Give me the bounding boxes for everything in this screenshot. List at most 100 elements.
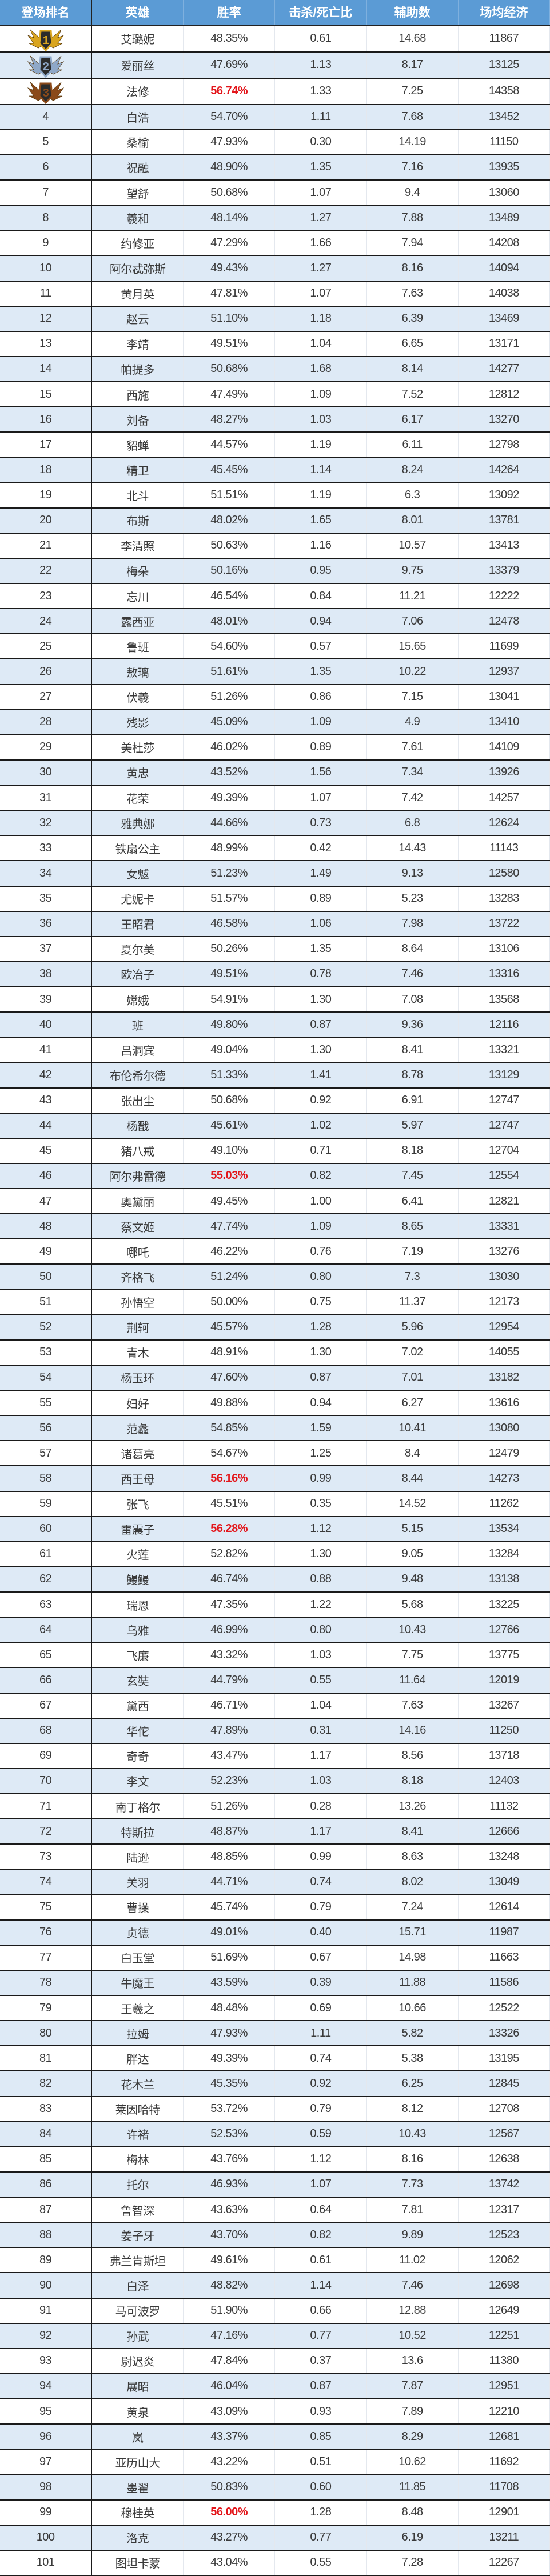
cell-gold: 12116 [458, 1012, 550, 1038]
cell-rank: 65 [0, 1642, 93, 1669]
table-row: 66 玄奘 44.79% 0.55 11.64 12019 [0, 1667, 550, 1694]
cell-gold: 13284 [458, 1541, 550, 1567]
cell-rank: 82 [0, 2071, 93, 2097]
cell-win-rate: 46.99% [183, 1617, 276, 1643]
cell-gold: 12479 [458, 1441, 550, 1467]
cell-assists: 7.19 [366, 1239, 459, 1265]
cell-gold: 12580 [458, 861, 550, 887]
cell-kda: 0.87 [274, 1012, 367, 1038]
table-header-row: 登场排名 英雄 胜率 击杀/死亡比 辅助数 场均经济 [0, 0, 550, 26]
cell-hero: 乌雅 [91, 1617, 184, 1643]
rank-medal-gold-icon: 1 [26, 26, 66, 51]
cell-hero: 尉迟炎 [91, 2348, 184, 2374]
cell-assists: 8.01 [366, 507, 459, 534]
cell-rank: 62 [0, 1566, 93, 1593]
cell-gold: 13775 [458, 1642, 550, 1669]
cell-kda: 0.37 [274, 2348, 367, 2374]
cell-hero: 张出尘 [91, 1087, 184, 1114]
cell-kda: 0.84 [274, 583, 367, 610]
cell-hero: 嫦娥 [91, 987, 184, 1013]
cell-kda: 1.19 [274, 482, 367, 509]
cell-win-rate: 47.16% [183, 2323, 276, 2349]
cell-rank: 80 [0, 2021, 93, 2047]
cell-win-rate: 50.63% [183, 533, 276, 559]
cell-hero: 祝融 [91, 154, 184, 181]
cell-rank: 13 [0, 331, 93, 357]
cell-kda: 0.87 [274, 2373, 367, 2400]
cell-win-rate: 43.22% [183, 2449, 276, 2475]
cell-win-rate: 49.39% [183, 2046, 276, 2072]
cell-assists: 8.14 [366, 356, 459, 383]
cell-assists: 9.4 [366, 180, 459, 206]
cell-win-rate: 50.16% [183, 558, 276, 585]
cell-win-rate: 47.89% [183, 1718, 276, 1744]
cell-gold: 12954 [458, 1314, 550, 1341]
cell-assists: 7.28 [366, 2550, 459, 2576]
cell-win-rate: 53.72% [183, 2096, 276, 2122]
cell-assists: 14.52 [366, 1491, 459, 1517]
cell-hero: 孙悟空 [91, 1289, 184, 1315]
cell-gold: 11250 [458, 1718, 550, 1744]
cell-assists: 7.02 [366, 1339, 459, 1366]
cell-rank: 89 [0, 2247, 93, 2274]
cell-gold: 14038 [458, 281, 550, 307]
cell-assists: 13.26 [366, 1794, 459, 1820]
cell-kda: 1.03 [274, 407, 367, 433]
cell-gold: 12681 [458, 2424, 550, 2450]
cell-win-rate: 48.14% [183, 205, 276, 231]
cell-win-rate: 45.57% [183, 1314, 276, 1341]
cell-gold: 12251 [458, 2323, 550, 2349]
cell-hero: 法修 [91, 78, 184, 105]
cell-hero: 关羽 [91, 1869, 184, 1895]
cell-hero: 陆逊 [91, 1844, 184, 1870]
table-row: 97 亚历山大 43.22% 0.51 10.62 11692 [0, 2449, 550, 2475]
table-row: 69 奇奇 43.47% 1.17 8.56 13718 [0, 1743, 550, 1769]
cell-gold: 13926 [458, 759, 550, 786]
cell-kda: 0.87 [274, 1365, 367, 1391]
cell-gold: 14109 [458, 734, 550, 761]
cell-kda: 1.07 [274, 2171, 367, 2198]
cell-win-rate: 51.90% [183, 2298, 276, 2324]
cell-gold: 13331 [458, 1214, 550, 1240]
cell-gold: 13316 [458, 961, 550, 988]
cell-kda: 0.77 [274, 2323, 367, 2349]
table-row: 77 白玉堂 51.69% 0.67 14.98 11663 [0, 1945, 550, 1971]
cell-rank: 10 [0, 255, 93, 282]
cell-hero: 精卫 [91, 457, 184, 483]
cell-hero: 孙武 [91, 2323, 184, 2349]
cell-win-rate: 47.35% [183, 1592, 276, 1618]
cell-rank: 49 [0, 1239, 93, 1265]
cell-gold: 13452 [458, 104, 550, 130]
cell-hero: 齐格飞 [91, 1264, 184, 1290]
cell-assists: 6.17 [366, 407, 459, 433]
cell-kda: 1.13 [274, 51, 367, 79]
cell-hero: 阿尔弗雷德 [91, 1163, 184, 1190]
cell-kda: 0.55 [274, 2550, 367, 2576]
cell-hero: 花木兰 [91, 2071, 184, 2097]
cell-hero: 弗兰肯斯坦 [91, 2247, 184, 2274]
cell-win-rate: 48.27% [183, 407, 276, 433]
cell-rank: 16 [0, 407, 93, 433]
cell-rank: 29 [0, 734, 93, 761]
cell-win-rate: 50.83% [183, 2474, 276, 2501]
cell-gold: 12403 [458, 1768, 550, 1795]
cell-assists: 7.81 [366, 2197, 459, 2223]
cell-assists: 8.16 [366, 255, 459, 282]
cell-rank: 99 [0, 2499, 93, 2526]
cell-kda: 0.61 [274, 2247, 367, 2274]
table-row: 28 残影 45.09% 1.09 4.9 13410 [0, 709, 550, 735]
cell-rank: 70 [0, 1768, 93, 1795]
cell-rank: 84 [0, 2121, 93, 2147]
cell-hero: 莱因哈特 [91, 2096, 184, 2122]
cell-rank: 54 [0, 1365, 93, 1391]
cell-win-rate: 45.61% [183, 1113, 276, 1139]
table-row: 48 蔡文姬 47.74% 1.09 8.65 13331 [0, 1214, 550, 1240]
cell-gold: 12649 [458, 2298, 550, 2324]
cell-kda: 0.42 [274, 835, 367, 862]
table-row: 75 曹操 45.74% 0.79 7.24 12614 [0, 1894, 550, 1921]
cell-win-rate: 49.01% [183, 1919, 276, 1946]
cell-win-rate: 43.04% [183, 2550, 276, 2576]
cell-hero: 王羲之 [91, 1995, 184, 2022]
cell-assists: 7.73 [366, 2171, 459, 2198]
table-row: 1 艾璐妮 48.35% 0.61 14.68 11867 [0, 25, 550, 53]
